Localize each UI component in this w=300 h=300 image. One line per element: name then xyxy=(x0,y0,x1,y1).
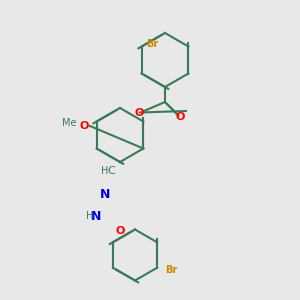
Text: O: O xyxy=(115,226,125,236)
Text: H: H xyxy=(101,166,109,176)
Text: Br: Br xyxy=(165,265,177,275)
Text: N: N xyxy=(100,188,110,202)
Text: N: N xyxy=(91,209,101,223)
Text: O: O xyxy=(79,121,89,131)
Text: O: O xyxy=(135,107,144,118)
Text: Br: Br xyxy=(146,38,158,49)
Text: C: C xyxy=(107,166,115,176)
Text: Me: Me xyxy=(62,118,76,128)
Text: O: O xyxy=(175,112,185,122)
Text: H: H xyxy=(86,211,94,221)
